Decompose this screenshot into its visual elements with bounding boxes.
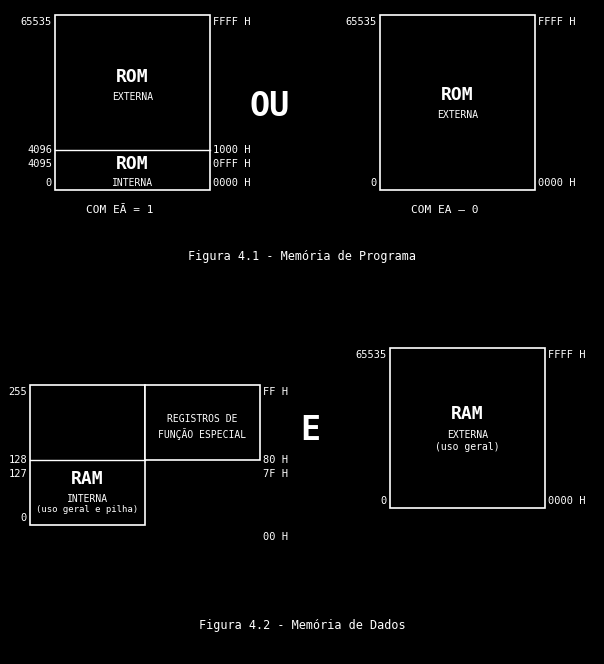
Text: 0: 0: [21, 513, 27, 523]
Text: REGISTROS DE: REGISTROS DE: [167, 414, 238, 424]
Text: 0000 H: 0000 H: [213, 178, 251, 188]
Text: 0: 0: [371, 178, 377, 188]
Text: 4095: 4095: [27, 159, 52, 169]
Bar: [390, 348, 545, 508]
Text: RAM: RAM: [71, 469, 104, 487]
Text: 1000 H: 1000 H: [213, 145, 251, 155]
Text: COM EA – 0: COM EA – 0: [411, 205, 479, 215]
Text: ROM: ROM: [116, 68, 149, 86]
Text: FFFF H: FFFF H: [213, 17, 251, 27]
Text: 128: 128: [8, 455, 27, 465]
Bar: [55, 15, 210, 190]
Text: FUNÇÃO ESPECIAL: FUNÇÃO ESPECIAL: [158, 428, 246, 440]
Text: FFFF H: FFFF H: [548, 350, 585, 360]
Text: 0FFF H: 0FFF H: [213, 159, 251, 169]
Text: 65535: 65535: [356, 350, 387, 360]
Text: 255: 255: [8, 387, 27, 397]
Text: 0: 0: [381, 496, 387, 506]
Text: EXTERNA: EXTERNA: [447, 430, 488, 440]
Bar: [30, 385, 145, 525]
Text: EXTERNA: EXTERNA: [112, 92, 153, 102]
Text: COM EĀ = 1: COM EĀ = 1: [86, 205, 154, 215]
Text: E: E: [300, 414, 320, 446]
Text: OU: OU: [250, 90, 290, 124]
Text: 65535: 65535: [345, 17, 377, 27]
Text: 0000 H: 0000 H: [548, 496, 585, 506]
Bar: [380, 15, 535, 190]
Text: 00 H: 00 H: [263, 532, 288, 542]
Text: Figura 4.2 - Memória de Dados: Figura 4.2 - Memória de Dados: [199, 619, 405, 632]
Text: ROM: ROM: [441, 86, 474, 104]
Text: EXTERNA: EXTERNA: [437, 110, 478, 120]
Text: 127: 127: [8, 469, 27, 479]
Text: 4096: 4096: [27, 145, 52, 155]
Text: 0000 H: 0000 H: [538, 178, 576, 188]
Text: ROM: ROM: [116, 155, 149, 173]
Text: 65535: 65535: [21, 17, 52, 27]
Text: FF H: FF H: [263, 387, 288, 397]
Text: 7F H: 7F H: [263, 469, 288, 479]
Text: INTERNA: INTERNA: [112, 178, 153, 188]
Text: (uso geral): (uso geral): [435, 442, 500, 452]
Text: FFFF H: FFFF H: [538, 17, 576, 27]
Text: (uso geral e pilha): (uso geral e pilha): [36, 505, 138, 513]
Text: 80 H: 80 H: [263, 455, 288, 465]
Text: INTERNA: INTERNA: [67, 495, 108, 505]
Text: 0: 0: [46, 178, 52, 188]
Text: Figura 4.1 - Memória de Programa: Figura 4.1 - Memória de Programa: [188, 250, 416, 263]
Bar: [145, 385, 260, 460]
Text: RAM: RAM: [451, 405, 484, 423]
